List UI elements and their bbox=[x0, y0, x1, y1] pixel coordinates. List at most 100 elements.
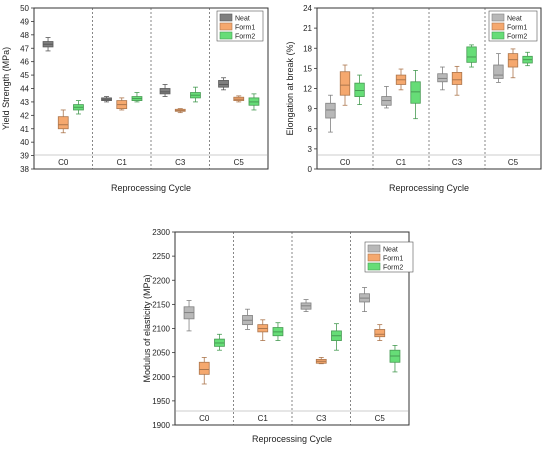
y-tick-label: 2200 bbox=[152, 276, 170, 285]
legend-label-form1: Form1 bbox=[383, 256, 403, 263]
box-iqr bbox=[57, 116, 69, 130]
y-tick-label: 18 bbox=[303, 44, 312, 53]
y-tick-label: 43 bbox=[20, 98, 29, 107]
box-neat-c5 bbox=[218, 77, 229, 91]
box-form2-c0 bbox=[214, 333, 225, 351]
y-tick-label: 2100 bbox=[152, 325, 170, 334]
box-form2-c3 bbox=[466, 44, 477, 68]
legend-swatch-neat bbox=[219, 13, 233, 22]
box-neat-c5 bbox=[493, 53, 504, 83]
legend-swatch-form1 bbox=[367, 253, 381, 262]
y-tick-label: 48 bbox=[20, 31, 29, 40]
category-label: C3 bbox=[452, 158, 463, 167]
y-axis-label: Yield Strength (MPa) bbox=[1, 47, 11, 130]
y-tick-label: 49 bbox=[20, 17, 29, 26]
box-form1-c0 bbox=[198, 357, 210, 385]
legend: Neat Form1 Form2 bbox=[488, 10, 538, 42]
box-iqr bbox=[493, 64, 504, 79]
legend-label-form1: Form1 bbox=[235, 25, 255, 32]
y-tick-label: 1900 bbox=[152, 421, 170, 430]
legend-label-form2: Form2 bbox=[383, 265, 403, 272]
legend-label-neat: Neat bbox=[235, 16, 250, 23]
box-form2-c5 bbox=[389, 344, 401, 373]
chart-panel-1: 38 39 40 41 42 43 44 45 46 47 48 49 50 Yield Strength… bbox=[1, 4, 269, 193]
y-tick-label: 40 bbox=[20, 138, 29, 147]
box-iqr bbox=[325, 102, 336, 119]
box-iqr bbox=[451, 72, 463, 85]
box-iqr bbox=[339, 71, 351, 96]
legend-swatch-form1 bbox=[491, 22, 505, 31]
y-tick-label: 39 bbox=[20, 152, 29, 161]
category-label: C3 bbox=[316, 414, 327, 423]
box-form2-c0 bbox=[354, 74, 365, 105]
y-tick-label: 2300 bbox=[152, 228, 170, 237]
y-tick-label: 38 bbox=[20, 165, 29, 174]
y-axis-label: Elongation at break (%) bbox=[285, 41, 295, 135]
box-neat-c5 bbox=[359, 287, 370, 313]
box-form1-c5 bbox=[233, 95, 245, 103]
y-tick-label: 15 bbox=[303, 64, 312, 73]
box-form1-c3 bbox=[315, 357, 327, 365]
box-neat-c3 bbox=[159, 84, 171, 97]
box-form2-c3 bbox=[190, 86, 201, 103]
legend-label-form2: Form2 bbox=[235, 34, 255, 41]
legend-swatch-form2 bbox=[491, 31, 505, 40]
y-tick-label: 2000 bbox=[152, 373, 170, 382]
x-axis-label: Reprocessing Cycle bbox=[111, 183, 191, 193]
box-iqr bbox=[218, 80, 229, 88]
box-form2-c5 bbox=[248, 93, 260, 111]
box-iqr bbox=[437, 73, 448, 83]
y-tick-label: 0 bbox=[308, 165, 313, 174]
legend-swatch-neat bbox=[367, 244, 381, 253]
category-label: C0 bbox=[199, 414, 210, 423]
box-neat-c0 bbox=[325, 94, 336, 133]
legend: Neat Form1 Form2 bbox=[364, 241, 414, 273]
category-label: C1 bbox=[258, 414, 269, 423]
box-iqr bbox=[198, 361, 210, 375]
box-iqr bbox=[374, 329, 386, 338]
box-form1-c0 bbox=[57, 109, 69, 134]
box-form2-c5 bbox=[522, 51, 533, 67]
legend-label-form2: Form2 bbox=[507, 34, 527, 41]
legend-label-form1: Form1 bbox=[507, 25, 527, 32]
y-tick-label: 47 bbox=[20, 44, 29, 53]
y-tick-label: 44 bbox=[20, 85, 29, 94]
box-form1-c3 bbox=[451, 65, 463, 96]
y-tick-label: 24 bbox=[303, 4, 312, 13]
box-form1-c3 bbox=[174, 108, 186, 114]
box-iqr bbox=[410, 81, 421, 104]
legend: Neat Form1 Form2 bbox=[216, 10, 264, 42]
box-neat-c3 bbox=[437, 66, 448, 91]
y-tick-label: 12 bbox=[303, 85, 312, 94]
legend-swatch-form2 bbox=[367, 262, 381, 271]
category-label: C1 bbox=[396, 158, 407, 167]
y-tick-label: 21 bbox=[303, 24, 312, 33]
legend-label-neat: Neat bbox=[507, 16, 522, 23]
box-form1-c5 bbox=[374, 324, 386, 341]
box-form1-c1 bbox=[116, 97, 128, 111]
box-neat-c1 bbox=[242, 308, 253, 330]
y-tick-label: 2050 bbox=[152, 349, 170, 358]
y-tick-label: 9 bbox=[308, 105, 313, 114]
box-form1-c1 bbox=[395, 68, 407, 91]
y-tick-label: 3 bbox=[308, 145, 313, 154]
box-form1-c1 bbox=[257, 319, 269, 341]
box-neat-c0 bbox=[183, 300, 195, 332]
box-form1-c5 bbox=[507, 48, 519, 79]
y-tick-label: 1950 bbox=[152, 397, 170, 406]
y-tick-label: 45 bbox=[20, 71, 29, 80]
box-form2-c1 bbox=[272, 322, 284, 341]
box-neat-c1 bbox=[101, 96, 112, 103]
y-tick-label: 50 bbox=[20, 4, 29, 13]
box-iqr bbox=[354, 82, 365, 97]
legend-swatch-form1 bbox=[219, 22, 233, 31]
category-label: C1 bbox=[117, 158, 128, 167]
box-iqr bbox=[466, 46, 477, 63]
category-label: C5 bbox=[375, 414, 386, 423]
category-label: C3 bbox=[175, 158, 186, 167]
y-tick-label: 2250 bbox=[152, 252, 170, 261]
legend-label-neat: Neat bbox=[383, 247, 398, 254]
chart-panel-2: 0 3 6 9 12 15 18 21 24 Elongation at break (%) Rep… bbox=[285, 4, 542, 193]
box-neat-c0 bbox=[42, 37, 54, 52]
